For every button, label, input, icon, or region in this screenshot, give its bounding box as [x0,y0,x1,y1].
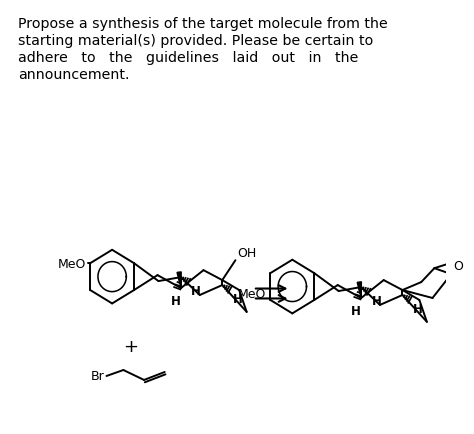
Text: H: H [372,294,382,307]
Text: H: H [233,293,243,305]
Polygon shape [177,272,181,288]
Text: adhere   to   the   guidelines   laid   out   in   the: adhere to the guidelines laid out in the [18,51,359,65]
Text: O: O [453,260,463,273]
Text: OH: OH [237,247,256,260]
Text: H: H [413,302,423,315]
Text: Br: Br [91,370,105,383]
Text: announcement.: announcement. [18,68,130,82]
Text: Propose a synthesis of the target molecule from the: Propose a synthesis of the target molecu… [18,17,388,31]
Text: MeO: MeO [58,257,86,270]
Polygon shape [357,282,361,298]
Text: H: H [191,284,201,297]
Text: starting material(s) provided. Please be certain to: starting material(s) provided. Please be… [18,34,374,48]
Text: H: H [351,304,361,317]
Text: MeO: MeO [238,287,266,300]
Text: H: H [171,294,180,307]
Text: +: + [123,337,138,355]
